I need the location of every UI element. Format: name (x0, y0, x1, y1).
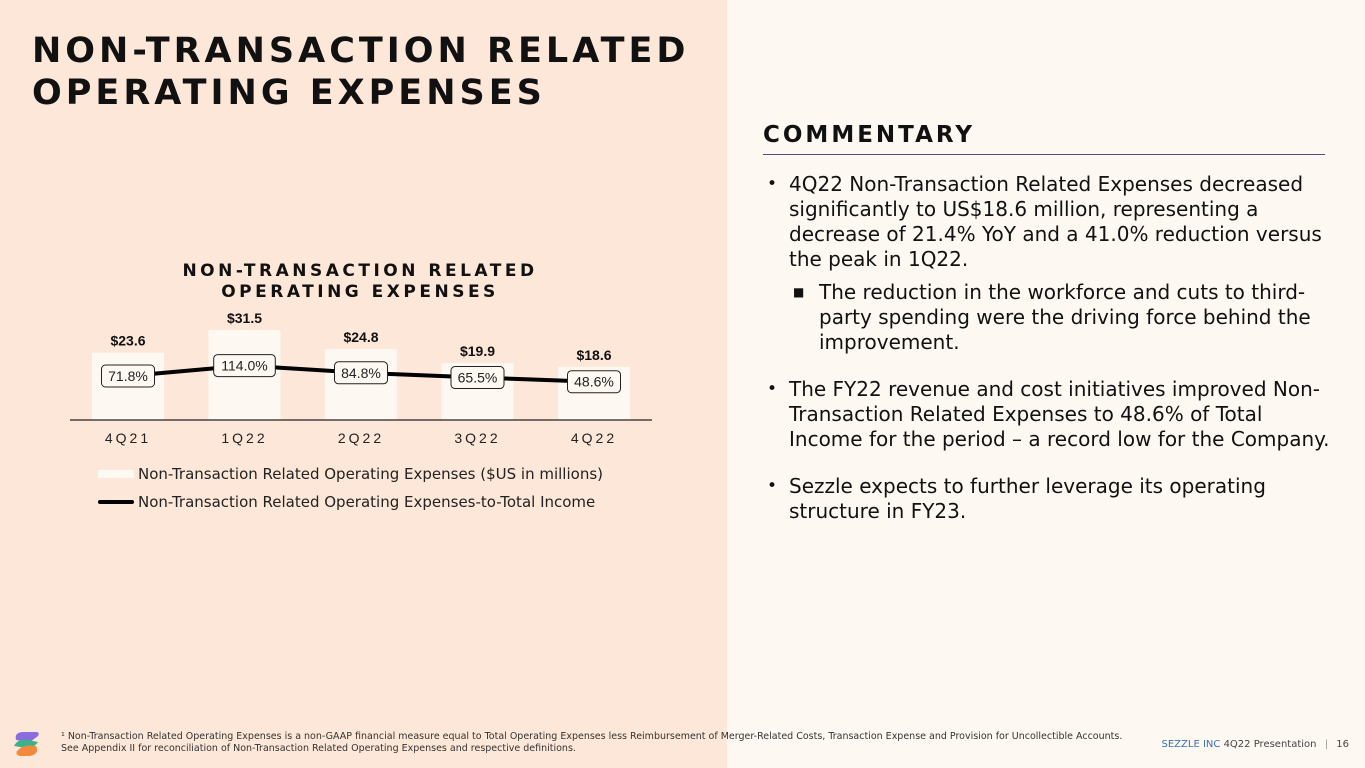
ratio-value-label: 71.8% (108, 368, 148, 384)
bullet-dot-icon: • (767, 476, 778, 496)
x-tick-label: 2Q22 (338, 430, 384, 446)
bar-value-label: $24.8 (343, 329, 378, 345)
sezzle-logo-icon (14, 732, 39, 756)
x-tick-label: 1Q22 (221, 430, 267, 446)
page-number: 16 (1336, 739, 1349, 750)
x-tick-label: 4Q21 (105, 430, 151, 446)
bar-value-label: $23.6 (110, 333, 145, 349)
bullet-item: • The FY22 revenue and cost initiatives … (765, 377, 1335, 452)
footer-separator: | (1324, 739, 1329, 750)
ratio-label-box (567, 370, 621, 394)
bar (325, 349, 397, 420)
legend-label-line: Non-Transaction Related Operating Expens… (138, 493, 596, 511)
ratio-value-label: 65.5% (458, 370, 498, 386)
bar-value-label: $31.5 (227, 310, 262, 326)
bar-value-label: $19.9 (460, 343, 495, 359)
bullet-item: • Sezzle expects to further leverage its… (765, 474, 1335, 524)
legend-label-bars: Non-Transaction Related Operating Expens… (138, 465, 603, 483)
x-tick-label: 3Q22 (454, 430, 500, 446)
bullet-text: 4Q22 Non-Transaction Related Expenses de… (789, 172, 1322, 271)
legend-item-line: Non-Transaction Related Operating Expens… (98, 488, 603, 516)
commentary-bullets: • 4Q22 Non-Transaction Related Expenses … (765, 172, 1335, 546)
ratio-label-box (213, 354, 276, 378)
footer: SEZZLE INC 4Q22 Presentation | 16 (1162, 739, 1349, 750)
commentary-divider (763, 154, 1325, 155)
bullet-dot-icon: • (767, 379, 778, 399)
chart-title: NON-TRANSACTION RELATED OPERATING EXPENS… (182, 261, 538, 302)
ratio-label-box (334, 361, 388, 385)
bullet-item: • 4Q22 Non-Transaction Related Expenses … (765, 172, 1335, 355)
ratio-label-box (450, 366, 505, 390)
x-tick-label: 4Q22 (571, 430, 617, 446)
right-panel (727, 0, 1365, 768)
page-title: NON-TRANSACTION RELATED OPERATING EXPENS… (32, 31, 690, 113)
legend-item-bars: Non-Transaction Related Operating Expens… (98, 460, 603, 488)
bullet-text: The FY22 revenue and cost initiatives im… (789, 377, 1330, 451)
chart-legend: Non-Transaction Related Operating Expens… (98, 460, 603, 516)
bullet-text: Sezzle expects to further leverage its o… (789, 474, 1266, 523)
ratio-label-box (101, 364, 155, 388)
combo-chart: 71.8% 114.0% 84.8% 65.5% 48.6% $23.6 4Q21 $31.… (70, 310, 652, 446)
sub-bullet-text: The reduction in the workforce and cuts … (819, 280, 1311, 354)
ratio-value-label: 48.6% (574, 374, 614, 390)
ratio-value-label: 84.8% (341, 365, 381, 381)
ratio-value-label: 114.0% (221, 358, 267, 374)
footer-brand: SEZZLE INC (1161, 739, 1221, 750)
bullet-dot-icon: • (767, 174, 778, 194)
bar-value-label: $18.6 (576, 347, 611, 363)
footnote: ¹ Non-Transaction Related Operating Expe… (61, 731, 1123, 754)
sub-bullet-item: ■ The reduction in the workforce and cut… (789, 280, 1335, 355)
square-bullet-icon: ■ (793, 285, 805, 299)
legend-swatch-bars (98, 470, 134, 478)
legend-swatch-line (98, 500, 134, 504)
commentary-heading: COMMENTARY (763, 122, 975, 148)
footer-presentation: 4Q22 Presentation (1223, 739, 1317, 750)
